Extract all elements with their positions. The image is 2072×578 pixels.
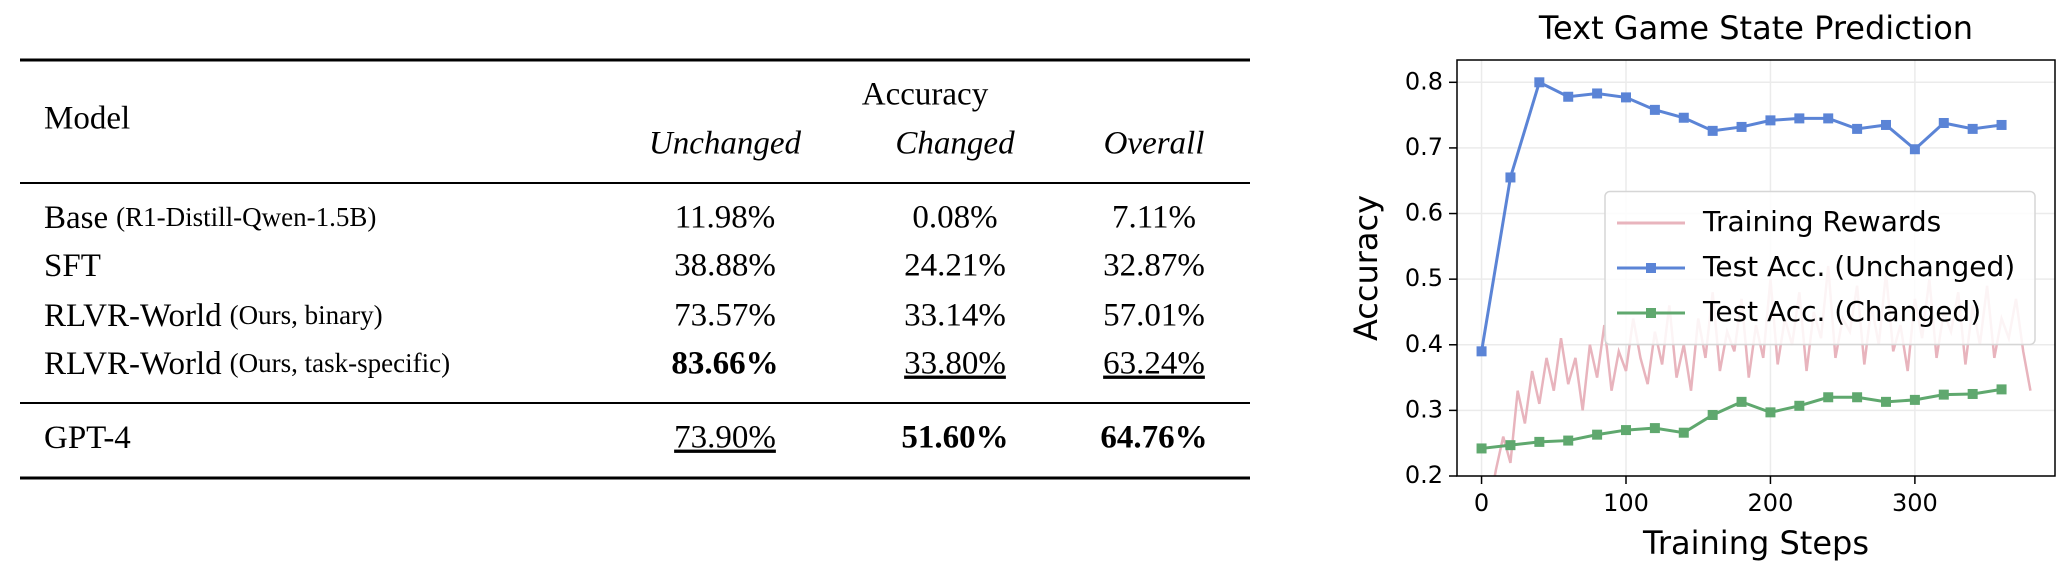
x-tick-label: 200 [1748, 489, 1794, 517]
model-name: RLVR-World [44, 346, 222, 382]
point-marker [1765, 407, 1776, 418]
column-header: Changed [895, 126, 1015, 162]
point-marker [1765, 115, 1776, 126]
value-cell: 63.24% [1103, 346, 1205, 382]
x-tick-label: 0 [1474, 489, 1489, 517]
model-note: (Ours, task-specific) [230, 348, 450, 378]
point-marker [1736, 396, 1747, 407]
point-marker [1649, 104, 1660, 115]
value-cell: 57.01% [1103, 298, 1205, 334]
value-cell: 32.87% [1103, 248, 1205, 284]
value-cell: 7.11% [1112, 200, 1196, 236]
value-cell: 51.60% [901, 420, 1008, 456]
model-name: Base [44, 200, 108, 236]
point-marker [1794, 113, 1805, 124]
value-cell: 73.90% [674, 420, 776, 456]
model-note: (R1-Distill-Qwen-1.5B) [116, 202, 376, 232]
point-marker [1881, 119, 1891, 130]
point-marker [1707, 125, 1718, 136]
model-cell: SFT [44, 248, 101, 284]
model-name: SFT [44, 248, 101, 284]
point-marker [1534, 436, 1545, 447]
point-marker [1476, 346, 1487, 357]
y-tick-label: 0.3 [1405, 395, 1443, 423]
column-header: Unchanged [649, 126, 802, 162]
value-cell: 24.21% [904, 248, 1006, 284]
legend-marker [1646, 263, 1656, 273]
model-cell: Base (R1-Distill-Qwen-1.5B) [44, 200, 376, 236]
value-cell: 33.80% [904, 346, 1006, 382]
column-header: Overall [1104, 126, 1205, 162]
point-marker [1909, 144, 1920, 155]
point-marker [1563, 435, 1574, 446]
x-axis-label: Training Steps [1642, 524, 1869, 562]
y-tick-label: 0.6 [1405, 199, 1443, 227]
model-note: (Ours, binary) [230, 300, 383, 330]
value-cell: 83.66% [671, 346, 778, 382]
y-tick-label: 0.5 [1405, 264, 1443, 292]
value-cell: 11.98% [675, 200, 776, 236]
value-cell: 73.57% [674, 298, 776, 334]
point-marker [1505, 172, 1516, 183]
point-marker [1996, 119, 2007, 130]
model-cell: GPT-4 [44, 420, 131, 456]
point-marker [1621, 425, 1631, 436]
model-cell: RLVR-World (Ours, task-specific) [44, 346, 450, 382]
point-marker [1794, 400, 1805, 411]
axes-frame [1456, 59, 2056, 477]
point-marker [1707, 409, 1718, 420]
model-name: GPT-4 [44, 420, 131, 456]
x-tick-label: 100 [1603, 489, 1649, 517]
line-chart: Text Game State Prediction Training Steps… [1347, 9, 2056, 562]
legend-box [1604, 190, 2036, 346]
y-tick-label: 0.2 [1405, 461, 1443, 489]
point-marker [1881, 396, 1891, 407]
value-cell: 33.14% [904, 298, 1006, 334]
group-header: Accuracy [862, 77, 989, 113]
point-marker [1996, 384, 2007, 395]
chart-title: Text Game State Prediction [1538, 9, 1973, 47]
legend-label: Test Acc. (Changed) [1702, 295, 1981, 328]
y-tick-label: 0.4 [1405, 330, 1443, 358]
value-cell: 0.08% [912, 200, 997, 236]
model-header: Model [44, 101, 130, 137]
value-cell: 38.88% [674, 248, 776, 284]
y-axis-label: Accuracy [1347, 195, 1385, 341]
point-marker [1938, 389, 1949, 400]
point-marker [1852, 392, 1863, 403]
legend-marker [1646, 308, 1656, 318]
y-tick-label: 0.8 [1405, 67, 1443, 95]
point-marker [1592, 88, 1603, 99]
point-marker [1678, 427, 1689, 438]
point-marker [1678, 112, 1689, 123]
point-marker [1563, 91, 1574, 102]
point-marker [1967, 123, 1978, 134]
point-marker [1852, 123, 1863, 134]
legend-label: Test Acc. (Unchanged) [1702, 250, 2015, 283]
x-tick-label: 300 [1892, 489, 1938, 517]
point-marker [1505, 440, 1516, 451]
y-tick-label: 0.7 [1405, 133, 1443, 161]
point-marker [1967, 388, 1978, 399]
legend-label: Training Rewards [1702, 205, 1941, 238]
point-marker [1649, 423, 1660, 434]
model-name: RLVR-World [44, 298, 222, 334]
model-cell: RLVR-World (Ours, binary) [44, 298, 383, 334]
point-marker [1534, 77, 1545, 88]
point-marker [1592, 429, 1603, 440]
point-marker [1621, 92, 1631, 103]
point-marker [1938, 117, 1949, 128]
point-marker [1909, 394, 1920, 405]
point-marker [1476, 443, 1487, 454]
value-cell: 64.76% [1100, 420, 1207, 456]
point-marker [1736, 121, 1747, 132]
point-marker [1823, 113, 1834, 124]
point-marker [1823, 392, 1834, 403]
results-table: Model Accuracy Unchanged Changed Overall Ba… [20, 58, 1250, 480]
